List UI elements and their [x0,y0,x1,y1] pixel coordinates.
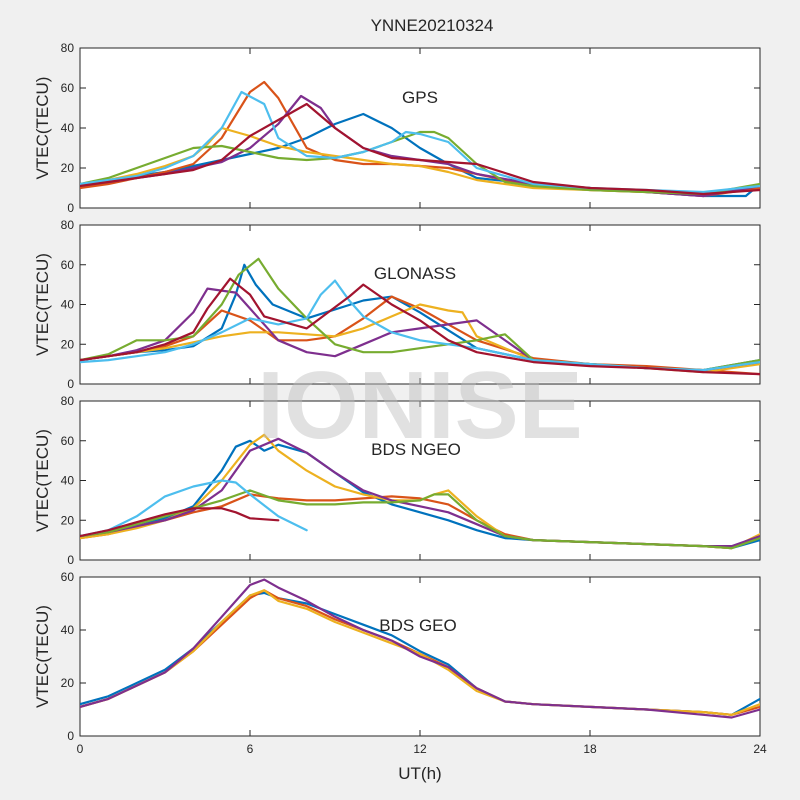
panel-label: GPS [402,88,438,107]
figure-title: YNNE20210324 [371,16,494,35]
panel-1: 0 20 40 60 80 VTEC(TECU) GPS [33,41,761,215]
y-tick-label: 20 [61,337,75,351]
series-line-7 [80,102,760,196]
series-line-6 [80,479,308,538]
x-tick-label: 0 [77,742,84,756]
y-tick-label: 80 [61,41,75,55]
series-group [80,80,760,198]
y-tick-label: 20 [61,161,75,175]
y-tick-label: 20 [61,513,75,527]
y-tick-label: 0 [67,201,74,215]
series-line-7 [80,507,280,538]
series-line-4 [80,578,760,719]
plot-area [79,47,761,209]
y-axis-label: VTEC(TECU) [33,605,52,708]
y-tick-label: 40 [61,298,75,312]
x-tick-label: 18 [583,742,597,756]
x-axis-label: UT(h) [398,764,441,783]
y-axis-label: VTEC(TECU) [33,77,52,180]
panel-2: 0 20 40 60 80 VTEC(TECU) GLONASS [33,218,761,391]
series-group [80,433,760,550]
series-group [80,257,760,376]
y-tick-label: 60 [61,258,75,272]
series-line-6 [80,279,760,372]
y-tick-label: 20 [61,676,75,690]
y-tick-label: 0 [67,377,74,391]
x-tick-label: 24 [753,742,767,756]
series-group [80,578,760,719]
panel-label: BDS NGEO [371,440,461,459]
y-axis-label: VTEC(TECU) [33,429,52,532]
y-tick-label: 60 [61,570,75,584]
y-tick-label: 40 [61,474,75,488]
series-line-7 [80,277,760,376]
y-tick-label: 60 [61,81,75,95]
plot-area [79,400,761,561]
x-tick-label: 6 [247,742,254,756]
x-tick-label: 12 [413,742,427,756]
y-tick-label: 80 [61,394,75,408]
y-tick-label: 60 [61,434,75,448]
y-axis-label: VTEC(TECU) [33,253,52,356]
panel-label: BDS GEO [379,616,456,635]
y-tick-label: 40 [61,623,75,637]
y-tick-label: 0 [67,553,74,567]
watermark: IONISE [257,352,582,459]
y-tick-label: 0 [67,729,74,743]
y-tick-label: 80 [61,218,75,232]
panel-3: 0 20 40 60 80 VTEC(TECU) BDS NGEO [33,394,761,567]
panel-label: GLONASS [374,264,456,283]
y-tick-label: 40 [61,121,75,135]
panel-4: 0 6 12 18 24 0 20 40 60 VTEC(TECU) BDS GEO [33,570,767,756]
